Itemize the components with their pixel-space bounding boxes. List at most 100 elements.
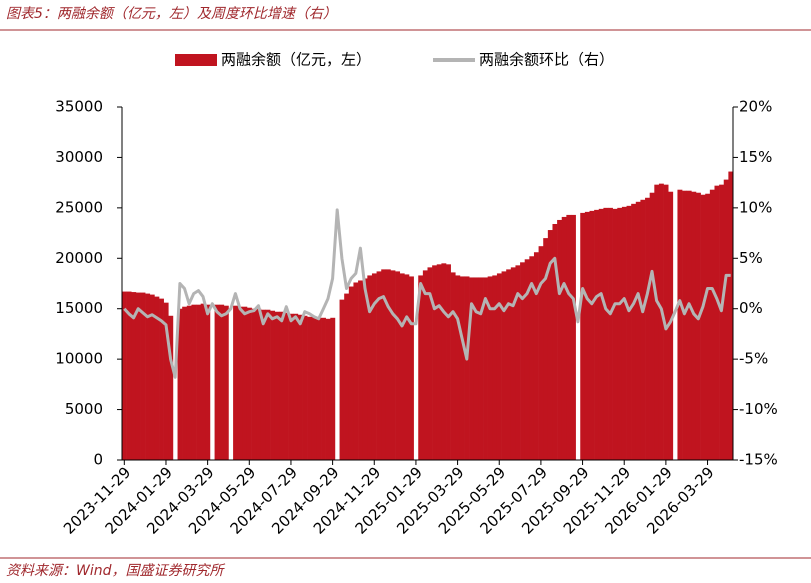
bar [654, 184, 660, 460]
bar [321, 317, 326, 460]
bar [626, 205, 632, 460]
bar [473, 277, 479, 460]
y-tick-label: 5000 [65, 400, 103, 418]
bar [478, 277, 484, 460]
bar [196, 304, 201, 460]
bar [404, 274, 410, 460]
bar [686, 190, 692, 460]
bar [450, 272, 456, 460]
bar [635, 201, 641, 460]
bar [649, 192, 655, 460]
y-tick-label: 20000 [55, 249, 103, 267]
bar [709, 189, 715, 460]
bar [441, 263, 447, 460]
y-tick-label: 10000 [55, 350, 103, 368]
bar [353, 282, 359, 460]
bar [603, 207, 609, 460]
bar [126, 291, 132, 460]
bar [348, 286, 354, 460]
legend-swatch [175, 54, 217, 66]
bar [344, 293, 350, 460]
bar [395, 271, 401, 460]
bar [524, 259, 530, 460]
y-tick-label: 30000 [55, 148, 103, 166]
bar [233, 305, 239, 460]
y2-tick-label: 10% [739, 198, 772, 216]
bar [557, 219, 563, 460]
bar [145, 293, 151, 460]
bar [381, 269, 387, 460]
bar [367, 275, 373, 460]
bar [469, 277, 475, 460]
bar [552, 223, 558, 460]
bar [506, 269, 512, 460]
bar [297, 314, 303, 460]
bar [584, 211, 590, 460]
bar [487, 276, 493, 460]
bar [177, 308, 183, 460]
bar [533, 252, 539, 460]
bar [621, 206, 627, 460]
bar [723, 179, 729, 461]
bar [288, 313, 294, 460]
bar [663, 184, 669, 460]
bar [251, 308, 257, 460]
bar [719, 184, 725, 460]
bar [561, 216, 567, 460]
bar [154, 296, 160, 460]
bar [163, 302, 169, 460]
bar [547, 230, 553, 460]
bar [691, 191, 697, 460]
bar [214, 304, 220, 460]
y-tick-label: 35000 [55, 98, 103, 116]
y-tick-label: 25000 [55, 198, 103, 216]
bar [385, 269, 391, 460]
source-note: 资料来源：Wind，国盛证券研究所 [6, 563, 225, 579]
bar [543, 238, 549, 460]
bar [640, 199, 646, 460]
bar [237, 306, 243, 460]
bar [427, 267, 433, 460]
bar [483, 277, 488, 460]
bar [399, 273, 405, 460]
y2-tick-label: 0% [739, 299, 763, 317]
bar [492, 275, 498, 460]
bar [589, 210, 595, 460]
bar [612, 208, 618, 460]
bar [594, 209, 600, 460]
bar [293, 313, 299, 460]
bar [339, 299, 345, 460]
bar [135, 292, 141, 460]
bar [149, 294, 155, 460]
bar [570, 214, 576, 460]
bar [186, 305, 192, 460]
bar [598, 208, 604, 460]
bar [677, 189, 683, 460]
y-tick-label: 15000 [55, 299, 103, 317]
bar [140, 292, 146, 460]
bar [302, 315, 308, 460]
bar [608, 207, 613, 460]
bar [390, 270, 396, 460]
bar [645, 197, 650, 460]
bar [159, 298, 164, 460]
y2-tick-label: -5% [739, 350, 768, 368]
y2-tick-label: -10% [739, 400, 778, 418]
bar [538, 246, 544, 460]
bar [325, 318, 331, 460]
bar [436, 264, 442, 460]
bar [668, 191, 674, 460]
bar [455, 275, 461, 460]
bar [358, 280, 363, 460]
bar [695, 192, 701, 460]
chart-title: 图表5：两融余额（亿元，左）及周度环比增速（右） [6, 6, 337, 22]
bar [205, 304, 211, 460]
bar [700, 194, 706, 460]
y2-tick-label: 20% [739, 98, 772, 116]
y2-tick-label: 15% [739, 148, 772, 166]
bar [510, 267, 516, 460]
bar [658, 183, 664, 460]
bar [265, 309, 271, 460]
y-tick-label: 0 [93, 451, 103, 469]
